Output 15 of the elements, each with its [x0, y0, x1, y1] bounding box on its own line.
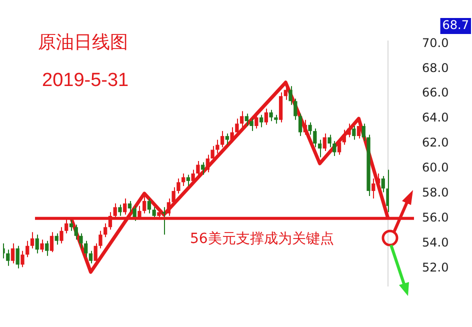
y-tick-label: 70.0 [422, 36, 449, 50]
ref-line-label: 56美元支撑成为关键点 [190, 231, 334, 248]
y-tick-label: 54.0 [422, 235, 449, 250]
y-tick-label: 66.0 [422, 86, 449, 100]
y-tick-label: 52.0 [422, 260, 449, 274]
chart-title: 原油日线图 [38, 31, 128, 54]
y-tick-label: 62.0 [422, 136, 449, 150]
text: 2019-5-31 [42, 70, 129, 92]
candlestick [386, 169, 389, 213]
y-tick-label: 60.0 [422, 160, 449, 175]
y-tick-label: 58.0 [422, 186, 449, 200]
y-tick-label: 68.0 [422, 60, 449, 75]
y-tick-label: 64.0 [422, 110, 449, 125]
y-tick-label: 56.0 [422, 210, 449, 225]
text: 68.7 [442, 18, 469, 32]
